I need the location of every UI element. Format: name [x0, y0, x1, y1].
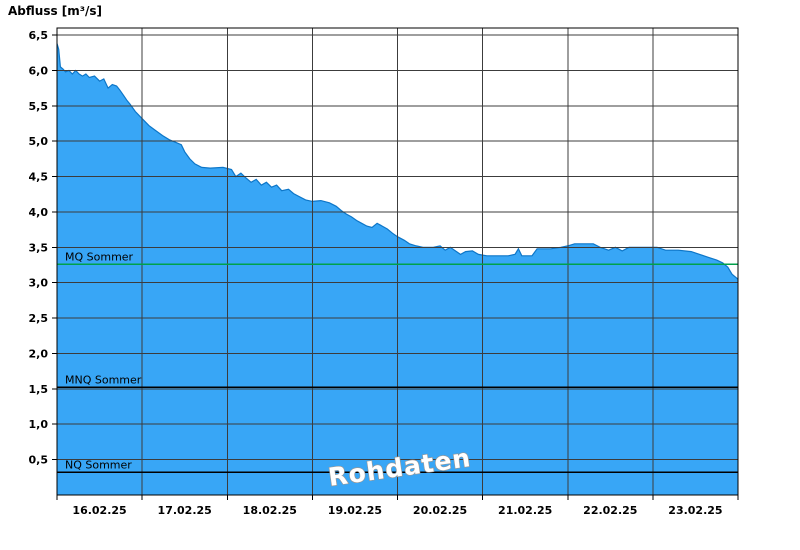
y-tick-label: 5,5 [29, 100, 49, 113]
y-tick-label: 4,0 [29, 206, 49, 219]
x-tick-label: 20.02.25 [413, 504, 467, 517]
reference-line-label: MQ Sommer [65, 250, 134, 263]
x-tick-label: 18.02.25 [243, 504, 297, 517]
y-tick-label: 3,0 [29, 277, 49, 290]
x-tick-label: 17.02.25 [158, 504, 212, 517]
x-tick-label: 23.02.25 [668, 504, 722, 517]
x-tick-label: 19.02.25 [328, 504, 382, 517]
y-tick-label: 1,5 [29, 383, 49, 396]
discharge-line [56, 43, 739, 280]
y-tick-label: 2,5 [29, 312, 49, 325]
y-tick-label: 6,0 [29, 64, 49, 77]
reference-line-label: NQ Sommer [65, 458, 132, 471]
plot-border [56, 27, 739, 496]
y-tick-label: 3,5 [29, 241, 49, 254]
y-tick-label: 6,5 [29, 29, 49, 42]
chart-title: Abfluss [m³/s] [8, 4, 103, 18]
y-tick-label: 5,0 [29, 135, 49, 148]
x-tick-label: 22.02.25 [583, 504, 637, 517]
x-tick-label: 16.02.25 [72, 504, 126, 517]
y-tick-label: 0,5 [29, 454, 49, 467]
y-tick-label: 4,5 [29, 171, 49, 184]
y-tick-label: 1,0 [29, 418, 49, 431]
x-tick-label: 21.02.25 [498, 504, 552, 517]
reference-line-label: MNQ Sommer [65, 373, 142, 386]
y-tick-label: 2,0 [29, 347, 49, 360]
